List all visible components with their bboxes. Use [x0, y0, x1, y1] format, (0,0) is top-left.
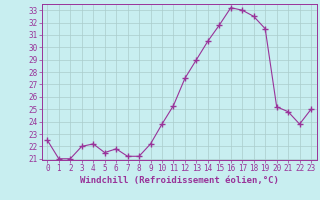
X-axis label: Windchill (Refroidissement éolien,°C): Windchill (Refroidissement éolien,°C) [80, 176, 279, 185]
